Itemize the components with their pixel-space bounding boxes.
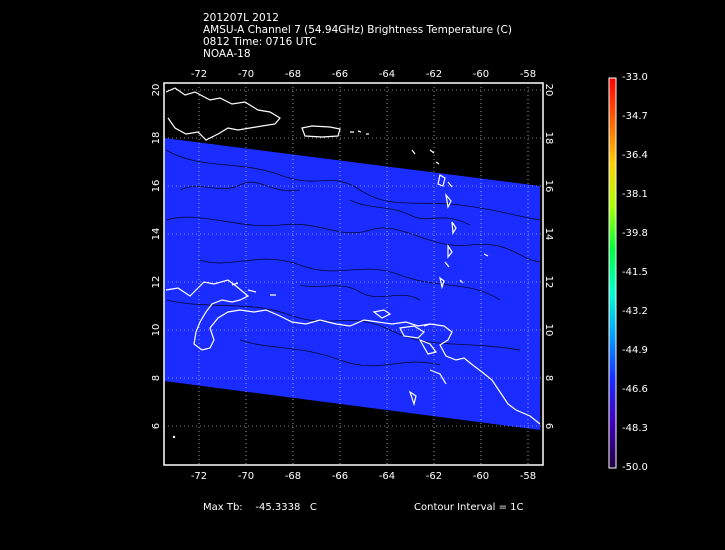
lon-tick-bottom-7: -58	[520, 471, 536, 482]
colorbar-label-0: -33.0	[622, 72, 648, 83]
lat-tick-left-5: 10	[151, 324, 162, 337]
lat-tick-left-0: 20	[151, 84, 162, 97]
title-line-2: AMSU-A Channel 7 (54.94GHz) Brightness T…	[203, 24, 512, 36]
lat-tick-right-1: 18	[543, 132, 554, 145]
lon-tick-top-3: -66	[332, 69, 348, 80]
lat-tick-left-6: 8	[151, 375, 162, 381]
max-tb-label: Max Tb:	[203, 502, 243, 513]
lon-tick-bottom-6: -60	[473, 471, 489, 482]
lat-tick-right-7: 6	[543, 423, 554, 429]
lat-tick-right-5: 10	[543, 324, 554, 337]
colorbar-label-5: -41.5	[622, 267, 648, 278]
colorbar-label-10: -50.0	[622, 462, 648, 473]
map-frame	[163, 82, 544, 466]
colorbar-label-6: -43.2	[622, 306, 648, 317]
lon-tick-bottom-0: -72	[191, 471, 207, 482]
contour-interval: Contour Interval = 1C	[414, 502, 524, 513]
lon-tick-top-2: -68	[285, 69, 301, 80]
lat-tick-left-7: 6	[151, 423, 162, 429]
colorbar-label-8: -46.6	[622, 384, 648, 395]
max-tb-unit: C	[309, 502, 317, 513]
colorbar-label-7: -44.9	[622, 345, 648, 356]
title-line-3: 0812 Time: 0716 UTC	[203, 36, 317, 48]
colorbar-label-3: -38.1	[622, 189, 648, 200]
lat-tick-left-1: 18	[151, 132, 162, 145]
max-tb-value: -45.3338	[255, 502, 301, 513]
lat-tick-right-0: 20	[543, 84, 554, 97]
lon-tick-bottom-1: -70	[238, 471, 254, 482]
title-line-4: NOAA-18	[203, 48, 251, 60]
colorbar-label-9: -48.3	[622, 423, 648, 434]
lon-tick-top-0: -72	[191, 69, 207, 80]
lon-tick-top-4: -64	[379, 69, 395, 80]
colorbar	[608, 77, 617, 469]
colorbar-label-1: -34.7	[622, 111, 648, 122]
title-line-1: 201207L 2012	[203, 12, 279, 24]
lat-tick-right-4: 12	[543, 276, 554, 289]
lon-tick-bottom-5: -62	[426, 471, 442, 482]
header: 201207L 2012 AMSU-A Channel 7 (54.94GHz) …	[203, 12, 512, 60]
lon-tick-bottom-2: -68	[285, 471, 301, 482]
lat-tick-right-6: 8	[543, 375, 554, 381]
lon-tick-top-6: -60	[473, 69, 489, 80]
lon-tick-top-5: -62	[426, 69, 442, 80]
lat-tick-right-3: 14	[543, 228, 554, 241]
lon-tick-top-7: -58	[520, 69, 536, 80]
lon-tick-bottom-3: -66	[332, 471, 348, 482]
footer-max: Max Tb: -45.3338 C	[203, 502, 317, 513]
lat-tick-left-3: 14	[151, 228, 162, 241]
lon-tick-top-1: -70	[238, 69, 254, 80]
colorbar-label-4: -39.8	[622, 228, 648, 239]
colorbar-label-2: -36.4	[622, 150, 648, 161]
satellite-swath	[164, 138, 540, 430]
lat-tick-left-4: 12	[151, 276, 162, 289]
lat-tick-right-2: 16	[543, 180, 554, 193]
coastlines	[165, 87, 541, 425]
lon-tick-bottom-4: -64	[379, 471, 395, 482]
lat-tick-left-2: 16	[151, 180, 162, 193]
island-speck	[172, 435, 176, 439]
